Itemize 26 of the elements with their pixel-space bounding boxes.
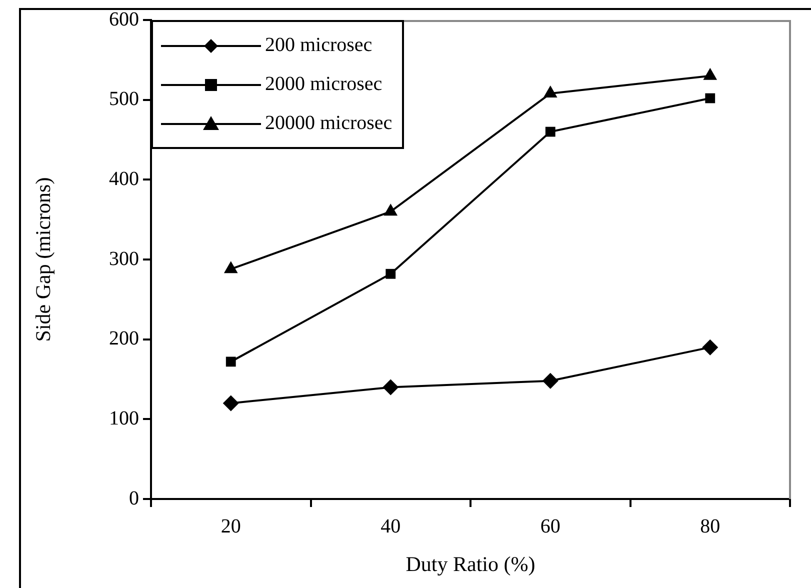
x-tick-label: 40 bbox=[380, 515, 401, 538]
x-tick-label: 80 bbox=[700, 515, 720, 538]
legend-label: 20000 microsec bbox=[265, 111, 392, 136]
x-tick-label: 60 bbox=[540, 515, 560, 538]
point bbox=[702, 339, 718, 356]
y-tick-label: 0 bbox=[129, 487, 139, 510]
y-tick-label: 200 bbox=[109, 328, 139, 350]
y-axis-title: Side Gap (microns) bbox=[31, 177, 56, 342]
point bbox=[384, 204, 398, 216]
y-tick-label: 300 bbox=[109, 248, 139, 270]
point bbox=[382, 379, 399, 396]
y-tick-label: 500 bbox=[109, 88, 139, 110]
point bbox=[703, 68, 718, 80]
x-axis-title: Duty Ratio (%) bbox=[406, 552, 536, 576]
point bbox=[542, 372, 558, 389]
point bbox=[226, 356, 236, 367]
y-tick-label: 600 bbox=[109, 8, 139, 30]
point bbox=[386, 268, 396, 279]
point bbox=[224, 261, 238, 274]
legend-label: 200 microsec bbox=[265, 33, 372, 58]
y-tick-label: 100 bbox=[109, 407, 139, 430]
x-tick-label: 20 bbox=[220, 515, 241, 538]
point bbox=[222, 395, 239, 412]
y-tick-label: 400 bbox=[109, 168, 139, 190]
legend-label: 2000 microsec bbox=[265, 72, 382, 97]
point bbox=[543, 85, 558, 98]
